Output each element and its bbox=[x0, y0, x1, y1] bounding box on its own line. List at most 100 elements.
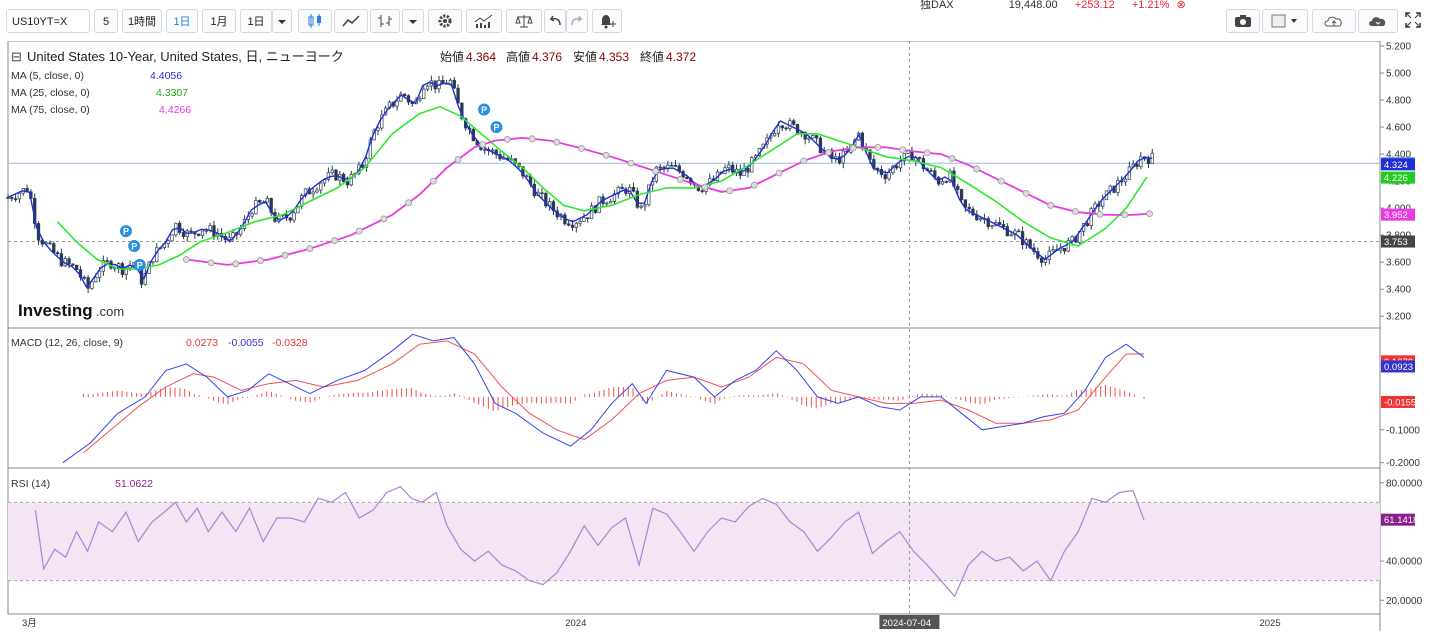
chart-type-dropdown-button[interactable] bbox=[402, 9, 424, 33]
candle-body bbox=[71, 263, 75, 266]
ohlc-high-label: 高値 bbox=[506, 49, 530, 64]
close-icon[interactable]: ⊗ bbox=[1176, 0, 1186, 11]
indicators-button[interactable] bbox=[466, 9, 502, 33]
candle-body bbox=[944, 181, 948, 183]
candle-body bbox=[200, 230, 205, 236]
price-axis-label-8: 3.600 bbox=[1386, 258, 1411, 269]
candle-body bbox=[368, 139, 372, 160]
candle-body bbox=[311, 191, 315, 195]
candle-body bbox=[48, 242, 52, 245]
candle-body bbox=[181, 232, 186, 238]
compare-button[interactable] bbox=[506, 9, 542, 33]
signal-value: -0.0055 bbox=[228, 337, 264, 349]
camera-icon bbox=[1235, 15, 1251, 27]
ma75-dot bbox=[1146, 210, 1153, 218]
candle-body bbox=[887, 172, 891, 180]
ma75-dot bbox=[627, 159, 635, 167]
ohlc-high-value: 4.376 bbox=[532, 50, 562, 64]
macd-value: 0.0273 bbox=[186, 337, 218, 349]
collapse-icon[interactable]: ⊟ bbox=[11, 49, 22, 64]
ma75-dot bbox=[874, 143, 882, 151]
screenshot-button[interactable] bbox=[1226, 9, 1260, 33]
candle-body bbox=[55, 252, 60, 255]
candle-body bbox=[727, 164, 731, 169]
candle-body bbox=[52, 243, 56, 254]
ohlc-close-label: 終値 bbox=[640, 49, 664, 64]
ma75-dot bbox=[355, 227, 363, 235]
ma75-label: MA (75, close, 0) bbox=[11, 104, 90, 116]
macd-line bbox=[62, 333, 1145, 464]
line-type-button[interactable] bbox=[334, 9, 368, 33]
candle-body bbox=[685, 176, 689, 179]
ohlc-type-button[interactable] bbox=[370, 9, 400, 33]
ma75-dot bbox=[923, 149, 931, 157]
fullscreen-button[interactable] bbox=[1400, 9, 1426, 33]
candle-body bbox=[700, 190, 704, 193]
rsi-value: 51.0622 bbox=[115, 478, 153, 490]
ma5-line bbox=[7, 81, 1153, 289]
candle-body bbox=[998, 222, 1002, 225]
line-chart-icon bbox=[342, 15, 360, 27]
pivot-marker-label-2: P bbox=[137, 260, 143, 270]
price-axis-label-10: 3.200 bbox=[1386, 312, 1411, 323]
price-tag-3-bg bbox=[1381, 208, 1415, 221]
rsi-tag-0-bg bbox=[1381, 513, 1415, 526]
interval-1month-button[interactable]: 1月 bbox=[202, 9, 236, 33]
pivot-marker-3 bbox=[478, 103, 491, 116]
candle-body bbox=[452, 79, 456, 89]
settings-button[interactable] bbox=[428, 9, 462, 33]
redo-button[interactable] bbox=[566, 9, 588, 33]
candle-body bbox=[807, 137, 811, 140]
cloud-upload-icon bbox=[1324, 16, 1342, 27]
candle-body bbox=[170, 234, 174, 242]
candlestick-type-button[interactable] bbox=[298, 9, 332, 33]
candle-body bbox=[620, 186, 624, 190]
ma75-dot bbox=[1096, 210, 1104, 218]
candle-body bbox=[883, 174, 887, 180]
ma75-dot bbox=[306, 245, 314, 253]
expand-icon bbox=[1405, 12, 1421, 28]
candle-body bbox=[97, 270, 102, 278]
candle-body bbox=[1009, 234, 1013, 237]
candle-body bbox=[349, 174, 353, 186]
ma5-value: 4.4056 bbox=[150, 70, 182, 82]
layout-button[interactable] bbox=[1262, 9, 1308, 33]
candle-body bbox=[292, 212, 296, 221]
candle-body bbox=[315, 189, 319, 193]
symbol-input[interactable]: US10YT=X bbox=[6, 9, 90, 33]
candle-body bbox=[395, 100, 399, 107]
candle-body bbox=[1089, 208, 1093, 227]
candle-body bbox=[776, 125, 781, 134]
cloud-save-button[interactable] bbox=[1312, 9, 1356, 33]
candle-body bbox=[1066, 240, 1070, 252]
candle-body bbox=[1020, 231, 1025, 246]
undo-button[interactable] bbox=[544, 9, 566, 33]
price-axis-label-3: 4.600 bbox=[1386, 123, 1411, 134]
candle-body bbox=[746, 168, 750, 173]
macd-signal-line bbox=[83, 340, 1144, 454]
candle-body bbox=[94, 277, 98, 283]
cloud-load-button[interactable] bbox=[1358, 9, 1398, 33]
chevron-down-icon bbox=[278, 20, 286, 24]
interval-1day-button[interactable]: 1日 bbox=[166, 9, 198, 33]
bell-plus-icon bbox=[601, 15, 616, 29]
alert-button[interactable] bbox=[592, 9, 622, 33]
watermark-suffix: .com bbox=[96, 304, 124, 319]
interval-1hour-button[interactable]: 1時間 bbox=[122, 9, 162, 33]
chart-toolbar: US10YT=X 5 1時間 1日 1月 1日 独DAX 19,448.00 +… bbox=[0, 0, 1430, 42]
price-tag-2: 4.226 bbox=[1384, 173, 1408, 184]
ma75-dot bbox=[602, 151, 610, 159]
interval-5min-button[interactable]: 5 bbox=[94, 9, 118, 33]
period-dropdown-button[interactable] bbox=[272, 9, 292, 33]
period-select[interactable]: 1日 bbox=[240, 9, 272, 33]
candle-body bbox=[635, 190, 639, 208]
candle-body bbox=[895, 165, 899, 169]
main-legend: ⊟ United States 10-Year, United States, … bbox=[11, 49, 696, 490]
candle-body bbox=[910, 150, 914, 162]
price-axis-label-2: 4.800 bbox=[1386, 96, 1411, 107]
ma75-line bbox=[186, 136, 1153, 266]
chart-area[interactable]: 5.2005.0004.8004.6004.4004.2004.0003.800… bbox=[0, 41, 1430, 633]
watermark-brand: Investing bbox=[18, 301, 93, 320]
investing-watermark: Investing .com bbox=[18, 301, 124, 320]
candle-body bbox=[586, 217, 590, 220]
